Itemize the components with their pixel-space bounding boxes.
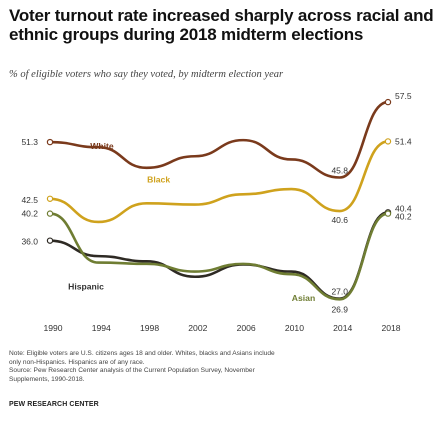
series-line-asian bbox=[48, 212, 390, 301]
end-point-black bbox=[384, 138, 392, 145]
source-line: Supplements, 1990-2018. bbox=[9, 375, 85, 383]
end-label-white: 57.5 bbox=[395, 91, 412, 101]
low-label-asian: 26.9 bbox=[331, 304, 348, 314]
x-tick-label-2010: 2010 bbox=[285, 323, 304, 333]
series-line-white bbox=[48, 100, 390, 179]
series-line-black bbox=[48, 140, 390, 224]
end-point-asian bbox=[384, 210, 392, 217]
source-credit: PEW RESEARCH CENTER bbox=[9, 401, 99, 408]
start-label-black: 42.5 bbox=[21, 195, 38, 205]
start-label-white: 51.3 bbox=[21, 137, 38, 147]
series-name-asian: Asian bbox=[292, 293, 315, 303]
start-label-hispanic: 36.0 bbox=[21, 237, 38, 247]
start-label-asian: 40.2 bbox=[21, 209, 38, 219]
end-label-hispanic: 40.4 bbox=[395, 203, 412, 213]
low-label-hispanic: 27.0 bbox=[331, 287, 348, 297]
x-tick-label-2014: 2014 bbox=[333, 323, 352, 333]
chart-subtitle: % of eligible voters who say they voted,… bbox=[9, 69, 284, 80]
x-tick-label-1998: 1998 bbox=[140, 323, 159, 333]
series-name-white: White bbox=[90, 141, 114, 151]
start-point-hispanic bbox=[46, 237, 54, 244]
source-line: Source: Pew Research Center analysis of … bbox=[9, 367, 255, 375]
note-line: only non-Hispanics. Hispanics are of any… bbox=[9, 358, 145, 366]
x-tick-label-1994: 1994 bbox=[92, 323, 111, 333]
start-point-asian bbox=[46, 210, 54, 217]
x-tick-label-2006: 2006 bbox=[237, 323, 256, 333]
low-label-white: 45.8 bbox=[331, 166, 348, 176]
chart-note: Note: Eligible voters are U.S. citizens … bbox=[9, 350, 434, 384]
chart-title: Voter turnout rate increased sharply acr… bbox=[9, 6, 434, 44]
end-point-white bbox=[384, 98, 392, 106]
start-point-white bbox=[46, 138, 54, 146]
note-line: Note: Eligible voters are U.S. citizens … bbox=[9, 350, 275, 357]
low-label-black: 40.6 bbox=[331, 215, 348, 225]
x-tick-label-2002: 2002 bbox=[188, 323, 207, 333]
start-point-black bbox=[46, 195, 54, 202]
x-tick-label-1990: 1990 bbox=[43, 323, 62, 333]
end-label-asian: 40.2 bbox=[395, 212, 412, 222]
series-name-hispanic: Hispanic bbox=[68, 282, 104, 292]
series-name-black: Black bbox=[147, 175, 170, 185]
x-tick-label-2018: 2018 bbox=[381, 323, 400, 333]
end-label-black: 51.4 bbox=[395, 136, 412, 146]
